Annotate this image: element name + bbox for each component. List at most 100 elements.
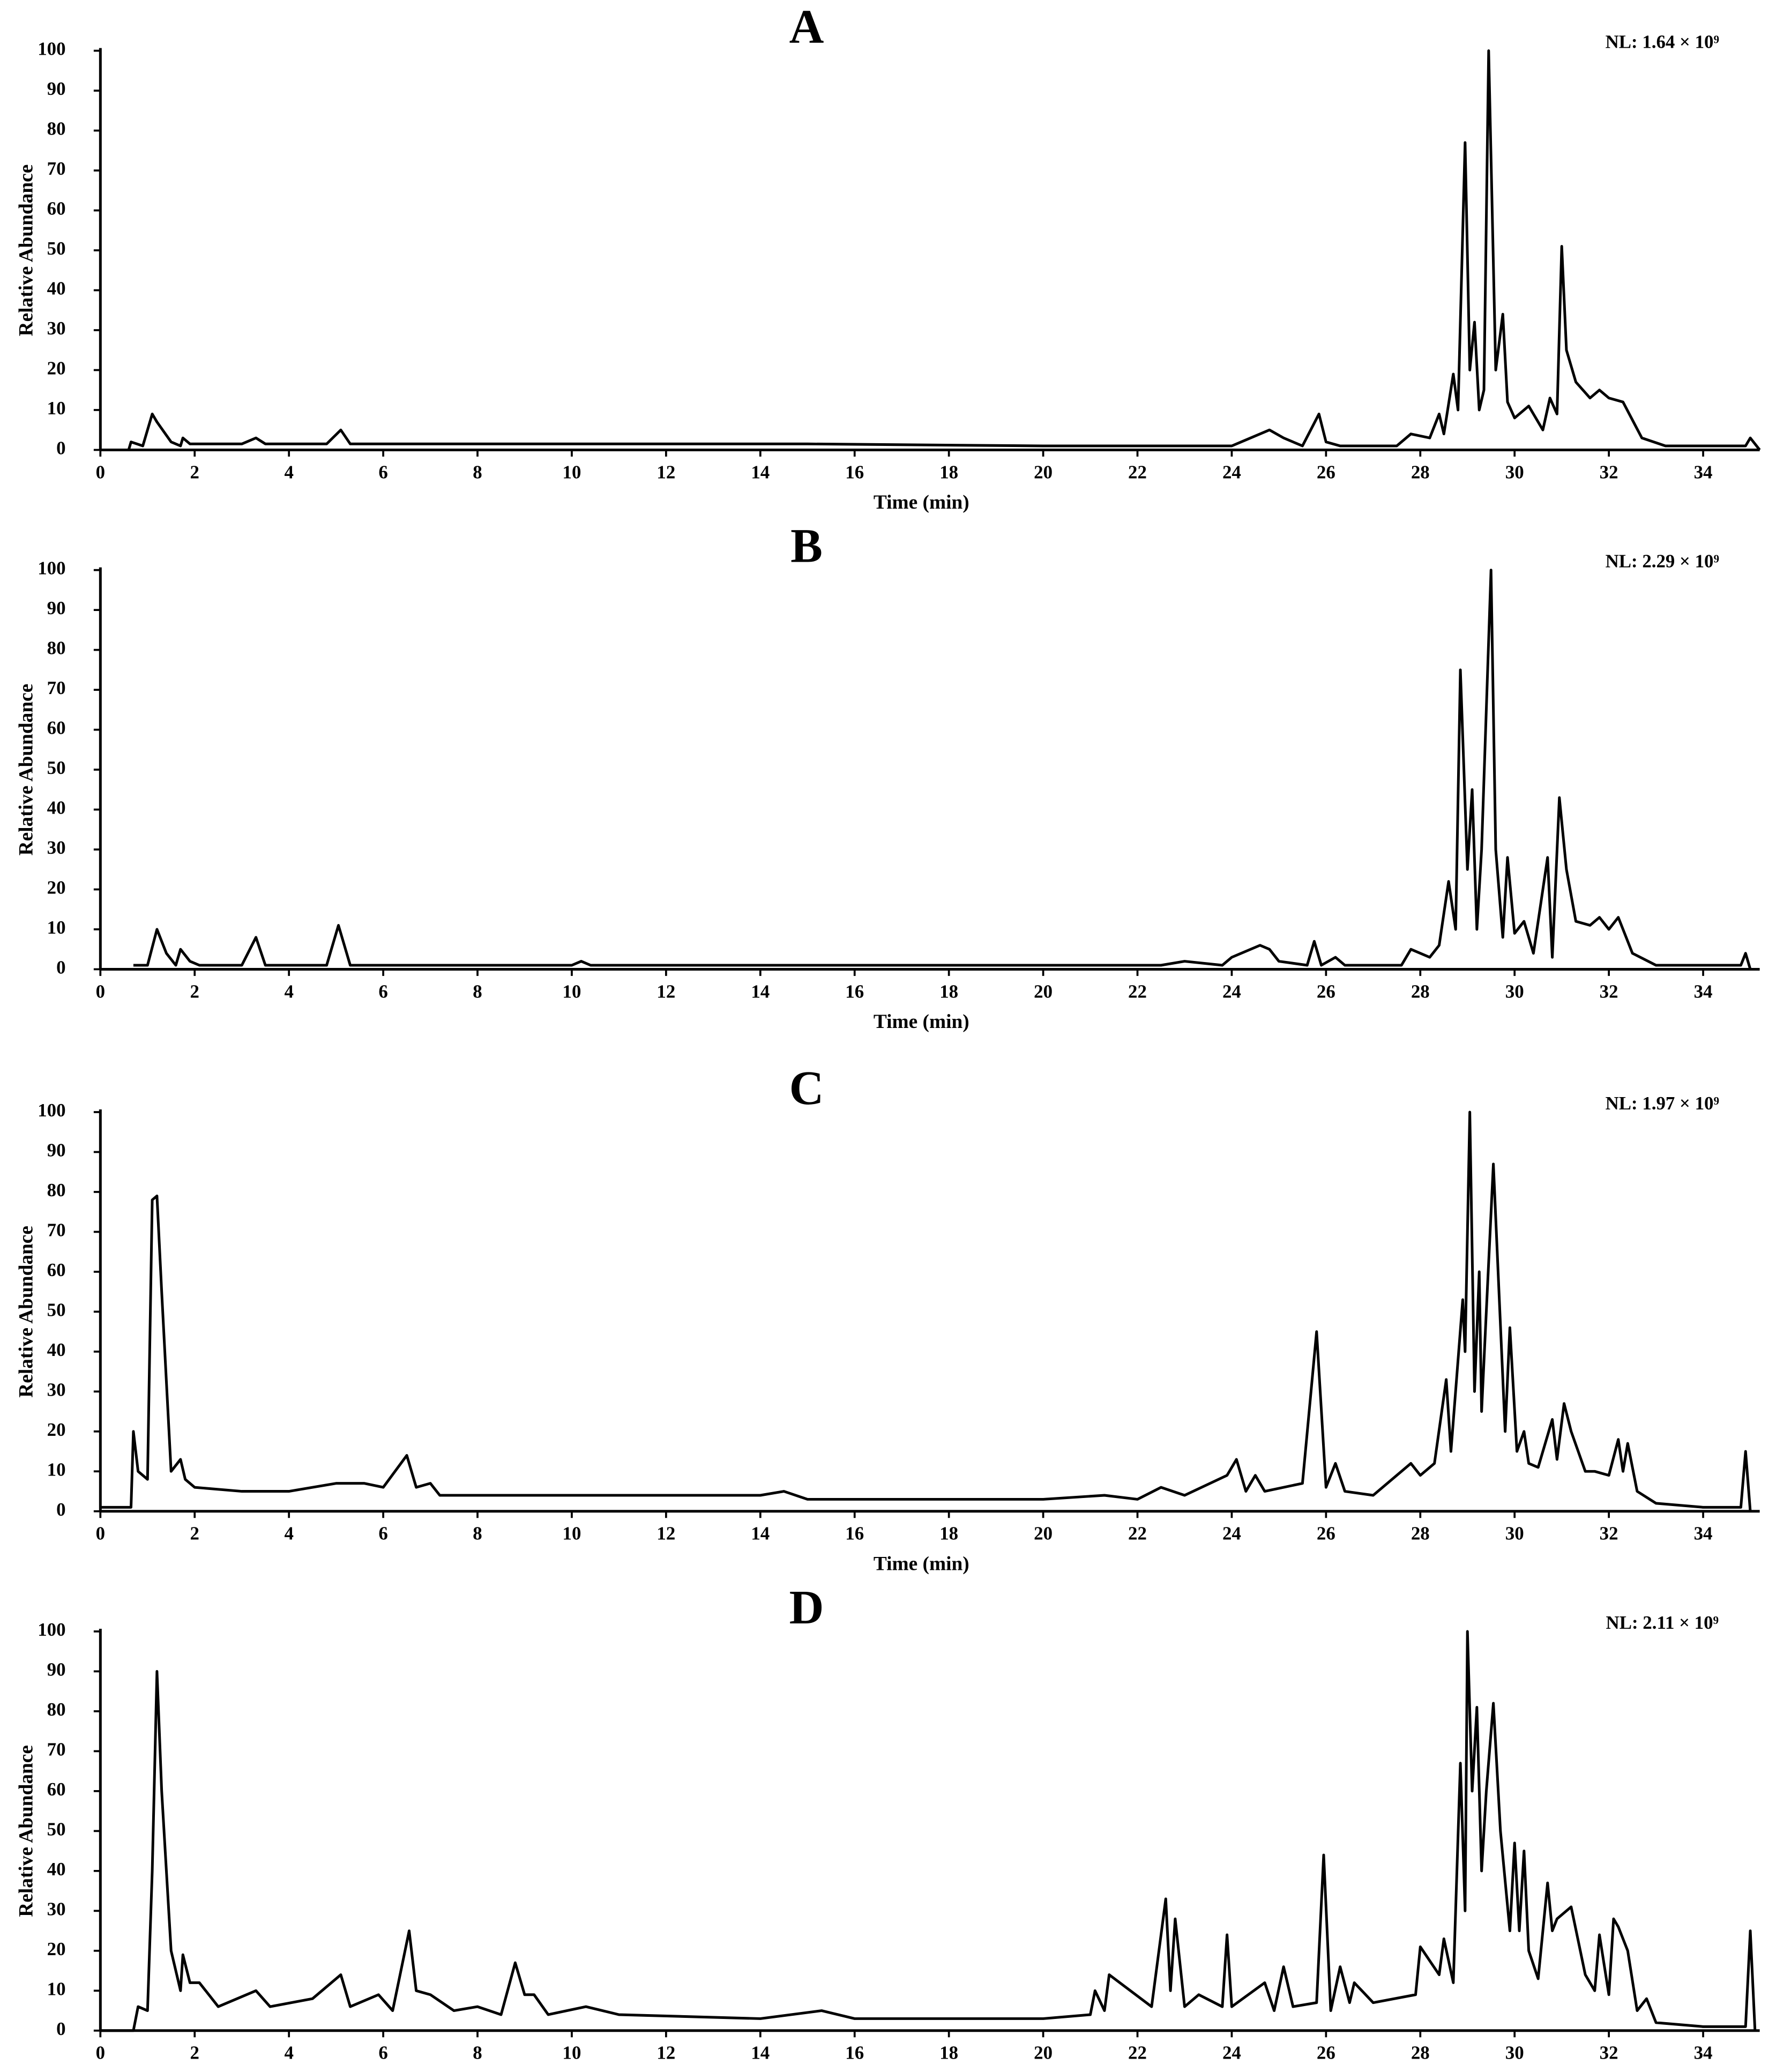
y-tick-label: 50 — [47, 757, 66, 778]
x-tick-label: 2 — [190, 1523, 199, 1544]
y-tick-label: 50 — [47, 1818, 66, 1839]
x-tick-label: 12 — [656, 2043, 675, 2063]
y-tick-label: 60 — [47, 718, 66, 739]
x-tick-label: 20 — [1034, 981, 1053, 1002]
chromatogram-line — [100, 1630, 1757, 2032]
y-tick-label: 20 — [47, 1419, 66, 1440]
y-tick-label: 40 — [47, 1859, 66, 1880]
x-tick-label: 0 — [96, 461, 105, 482]
y-tick-label: 70 — [47, 158, 66, 179]
x-tick-label: 10 — [563, 2043, 581, 2063]
y-axis-label: Relative Abundance — [15, 165, 37, 337]
y-tick-label: 90 — [47, 598, 66, 618]
x-tick-label: 32 — [1600, 1523, 1618, 1544]
x-tick-label: 18 — [939, 461, 958, 482]
x-tick-label: 2 — [190, 461, 199, 482]
x-axis-label: Time (min) — [874, 1553, 969, 1575]
y-tick-label: 70 — [47, 1219, 66, 1240]
x-tick-label: 26 — [1317, 981, 1335, 1002]
x-tick-label: 34 — [1694, 981, 1713, 1002]
chromatogram-line — [133, 569, 1752, 970]
y-tick-label: 70 — [47, 677, 66, 698]
y-tick-label: 90 — [47, 78, 66, 99]
y-tick-label: 30 — [47, 1898, 66, 1919]
y-tick-label: 100 — [38, 39, 65, 59]
y-tick-label: 70 — [47, 1739, 66, 1760]
x-tick-label: 8 — [473, 461, 482, 482]
x-tick-label: 16 — [845, 1523, 864, 1544]
y-tick-label: 80 — [47, 1699, 66, 1720]
y-tick-label: 10 — [47, 917, 66, 938]
x-tick-label: 32 — [1600, 981, 1618, 1002]
y-tick-label: 40 — [47, 1339, 66, 1360]
x-tick-label: 10 — [563, 1523, 581, 1544]
x-tick-label: 8 — [473, 981, 482, 1002]
x-axis-label: Time (min) — [874, 491, 969, 513]
x-tick-label: 28 — [1411, 1523, 1430, 1544]
x-tick-label: 12 — [656, 461, 675, 482]
y-tick-label: 0 — [56, 2018, 65, 2039]
normalization-level: NL: 1.97 × 10⁹ — [1606, 1093, 1719, 1114]
x-tick-label: 30 — [1505, 2043, 1524, 2063]
x-tick-label: 12 — [656, 1523, 675, 1544]
y-tick-label: 30 — [47, 837, 66, 858]
normalization-level: NL: 1.64 × 10⁹ — [1606, 32, 1719, 53]
x-tick-label: 22 — [1128, 1523, 1147, 1544]
x-tick-label: 4 — [284, 981, 293, 1002]
y-tick-label: 60 — [47, 198, 66, 219]
x-tick-label: 26 — [1317, 2043, 1335, 2063]
x-tick-label: 14 — [751, 1523, 770, 1544]
x-tick-label: 22 — [1128, 2043, 1147, 2063]
x-tick-label: 24 — [1222, 1523, 1241, 1544]
panel-title: D — [789, 1581, 824, 1634]
panel-title: B — [790, 520, 823, 573]
x-tick-label: 18 — [939, 1523, 958, 1544]
y-tick-label: 0 — [56, 957, 65, 978]
y-axis-label: Relative Abundance — [15, 684, 37, 856]
x-tick-label: 28 — [1411, 981, 1430, 1002]
x-tick-label: 8 — [473, 2043, 482, 2063]
x-tick-label: 2 — [190, 981, 199, 1002]
panel-title: A — [789, 1, 824, 54]
y-tick-label: 20 — [47, 877, 66, 898]
x-tick-label: 0 — [96, 1523, 105, 1544]
y-tick-label: 60 — [47, 1779, 66, 1800]
x-tick-label: 6 — [378, 981, 387, 1002]
x-tick-label: 22 — [1128, 461, 1147, 482]
x-tick-label: 32 — [1600, 461, 1618, 482]
normalization-level: NL: 2.11 × 10⁹ — [1606, 1612, 1719, 1633]
x-tick-label: 34 — [1694, 461, 1713, 482]
x-tick-label: 10 — [563, 461, 581, 482]
y-tick-label: 30 — [47, 318, 66, 339]
x-tick-label: 30 — [1505, 981, 1524, 1002]
x-tick-label: 6 — [378, 461, 387, 482]
x-tick-label: 4 — [284, 1523, 293, 1544]
y-tick-label: 100 — [38, 1619, 65, 1640]
x-tick-label: 4 — [284, 2043, 293, 2063]
x-tick-label: 32 — [1600, 2043, 1618, 2063]
x-tick-label: 0 — [96, 981, 105, 1002]
x-tick-label: 20 — [1034, 1523, 1053, 1544]
x-tick-label: 20 — [1034, 2043, 1053, 2063]
x-tick-label: 24 — [1222, 461, 1241, 482]
y-tick-label: 30 — [47, 1379, 66, 1400]
x-tick-label: 30 — [1505, 1523, 1524, 1544]
x-tick-label: 30 — [1505, 461, 1524, 482]
y-tick-label: 0 — [56, 437, 65, 458]
x-tick-label: 16 — [845, 2043, 864, 2063]
x-tick-label: 6 — [378, 2043, 387, 2063]
x-tick-label: 34 — [1694, 2043, 1713, 2063]
y-tick-label: 80 — [47, 1180, 66, 1201]
x-tick-label: 12 — [656, 981, 675, 1002]
x-tick-label: 14 — [751, 461, 770, 482]
x-tick-label: 26 — [1317, 1523, 1335, 1544]
y-tick-label: 50 — [47, 1299, 66, 1320]
x-tick-label: 16 — [845, 461, 864, 482]
x-tick-label: 0 — [96, 2043, 105, 2063]
y-tick-label: 90 — [47, 1139, 66, 1160]
y-tick-label: 100 — [38, 1100, 65, 1121]
x-tick-label: 20 — [1034, 461, 1053, 482]
x-tick-label: 26 — [1317, 461, 1335, 482]
